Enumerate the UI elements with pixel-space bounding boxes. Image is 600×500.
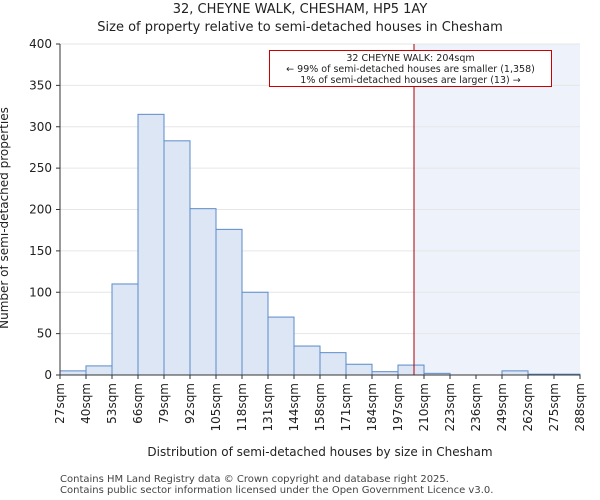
bar xyxy=(293,345,321,376)
x-tick-label: 275sqm xyxy=(547,383,561,431)
x-tick-label: 118sqm xyxy=(235,383,249,431)
y-tick-label: 100 xyxy=(29,285,52,299)
x-tick-label: 236sqm xyxy=(469,383,483,431)
x-tick-label: 171sqm xyxy=(339,383,353,431)
bar xyxy=(59,370,87,376)
x-tick-label: 27sqm xyxy=(53,383,67,424)
bar xyxy=(241,291,269,376)
bar xyxy=(319,352,347,376)
footer-licence: Contains public sector information licen… xyxy=(60,485,494,496)
x-tick-label: 92sqm xyxy=(183,383,197,424)
x-tick-label: 249sqm xyxy=(495,383,509,431)
bar xyxy=(137,113,165,376)
y-tick-label: 0 xyxy=(44,368,52,382)
x-tick-label: 105sqm xyxy=(209,383,223,431)
y-tick-label: 50 xyxy=(37,327,52,341)
chart-subtitle: Size of property relative to semi-detach… xyxy=(97,20,503,35)
x-tick-label: 158sqm xyxy=(313,383,327,431)
property-annotation: 32 CHEYNE WALK: 204sqm ← 99% of semi-det… xyxy=(269,50,552,87)
x-tick-label: 197sqm xyxy=(391,383,405,431)
bar xyxy=(267,316,295,376)
bar xyxy=(397,364,425,376)
footer-copyright: Contains HM Land Registry data © Crown c… xyxy=(60,474,449,485)
x-axis-label: Distribution of semi-detached houses by … xyxy=(147,445,493,459)
y-tick-label: 150 xyxy=(29,244,52,258)
y-tick-label: 300 xyxy=(29,120,52,134)
bar xyxy=(345,363,373,376)
bar xyxy=(111,283,139,376)
x-tick-label: 53sqm xyxy=(105,383,119,424)
x-tick-label: 66sqm xyxy=(131,383,145,424)
y-axis-label: Number of semi-detached properties xyxy=(0,107,11,329)
bar xyxy=(215,228,243,376)
x-tick-label: 40sqm xyxy=(79,383,93,424)
y-tick-label: 250 xyxy=(29,161,52,175)
annotation-line-3: 1% of semi-detached houses are larger (1… xyxy=(300,75,521,86)
bar xyxy=(189,208,217,376)
bar xyxy=(85,365,113,376)
x-tick-label: 79sqm xyxy=(157,383,171,424)
x-tick-label: 184sqm xyxy=(365,383,379,431)
x-tick-label: 223sqm xyxy=(443,383,457,431)
y-tick-label: 200 xyxy=(29,203,52,217)
x-tick-label: 131sqm xyxy=(261,383,275,431)
x-tick-label: 144sqm xyxy=(287,383,301,431)
annotation-line-1: 32 CHEYNE WALK: 204sqm xyxy=(346,53,475,64)
annotation-line-2: ← 99% of semi-detached houses are smalle… xyxy=(286,64,535,75)
bar xyxy=(163,140,191,376)
y-tick-label: 350 xyxy=(29,78,52,92)
x-tick-label: 288sqm xyxy=(573,383,587,431)
y-tick-label: 400 xyxy=(29,37,52,51)
x-tick-label: 210sqm xyxy=(417,383,431,431)
bar xyxy=(501,370,529,376)
chart-title: 32, CHEYNE WALK, CHESHAM, HP5 1AY xyxy=(172,2,428,17)
x-tick-label: 262sqm xyxy=(521,383,535,431)
